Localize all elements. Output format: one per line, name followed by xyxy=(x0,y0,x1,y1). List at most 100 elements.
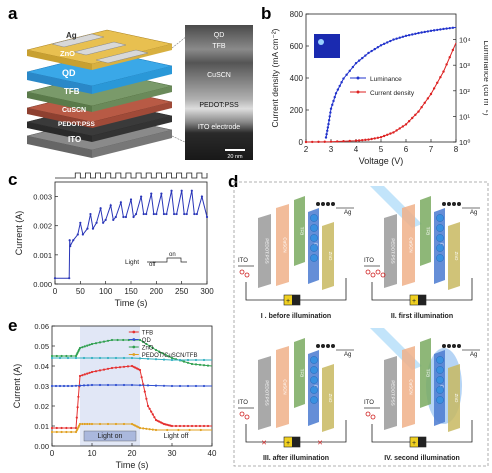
data-point xyxy=(348,69,351,73)
device-stack-diagram: Ag ZnO QD TFB CuSCN PEDOT:PSS ITO xyxy=(26,29,187,158)
data-point xyxy=(177,428,180,432)
ag-label: Ag xyxy=(470,352,477,358)
data-point xyxy=(154,358,158,361)
data-point xyxy=(142,212,145,216)
qd-dot xyxy=(310,386,318,394)
band-layer-label: TFB xyxy=(300,369,305,378)
data-point xyxy=(65,426,68,430)
data-point xyxy=(76,406,79,409)
data-point xyxy=(81,346,84,349)
data-point xyxy=(432,87,436,90)
data-point xyxy=(395,129,398,132)
data-point xyxy=(98,422,102,426)
layer-label-qd: QD xyxy=(62,68,76,78)
tem-label-qd: QD xyxy=(214,32,225,39)
data-point xyxy=(122,338,125,342)
light-on-region xyxy=(80,326,140,446)
legend-label: ZnO xyxy=(142,346,154,352)
data-point xyxy=(451,26,455,29)
data-point xyxy=(376,46,380,49)
break-mark-right: ✕ xyxy=(317,440,323,447)
chart-b: 2 3 4 5 6 7 8 0 200 400 600 800 10⁰ 10¹ 10² 10³ 10⁴ Volta… xyxy=(270,10,488,166)
data-point xyxy=(398,127,401,130)
qd-dot xyxy=(310,234,318,242)
data-point xyxy=(178,384,182,388)
data-point xyxy=(53,277,57,280)
data-point xyxy=(146,384,150,387)
data-point xyxy=(200,195,204,198)
x-tick-label: 10 xyxy=(88,449,97,458)
break-mark-left: ✕ xyxy=(261,440,267,447)
hole-icon xyxy=(239,269,245,275)
band-layer-label: TFB xyxy=(426,369,431,378)
data-point xyxy=(376,136,380,139)
data-point xyxy=(194,384,198,388)
data-point xyxy=(332,99,335,103)
data-point xyxy=(114,356,118,360)
data-point xyxy=(439,76,442,79)
data-point xyxy=(364,54,367,57)
y-tick-label: 0.03 xyxy=(34,382,49,391)
hole-icon xyxy=(239,411,245,417)
y-tick-label: 0.00 xyxy=(34,442,49,451)
data-point xyxy=(324,136,328,139)
data-point xyxy=(75,416,78,419)
band-layer-label: PEDOT:PSS xyxy=(265,238,270,263)
data-point xyxy=(60,430,63,434)
data-point xyxy=(55,430,58,434)
hole-icon xyxy=(375,269,381,275)
y-tick-label: 0.04 xyxy=(34,362,49,371)
data-point xyxy=(323,140,326,143)
data-point xyxy=(83,345,86,348)
data-point xyxy=(122,356,126,360)
data-point xyxy=(389,39,392,43)
data-point xyxy=(83,422,86,426)
qd-dot xyxy=(436,214,444,222)
data-point xyxy=(436,28,439,32)
data-point xyxy=(328,115,331,118)
data-point xyxy=(102,340,106,343)
data-point xyxy=(183,212,186,216)
data-point xyxy=(389,132,392,135)
data-point xyxy=(88,422,91,426)
data-point xyxy=(325,132,328,136)
circuit-wire xyxy=(245,420,347,443)
data-point xyxy=(50,384,54,388)
band-layer-0 xyxy=(258,356,271,430)
data-point xyxy=(68,277,71,280)
qd-dot xyxy=(436,376,444,384)
data-point xyxy=(404,123,408,126)
x-tick-label: 0 xyxy=(53,287,58,296)
band-layer-4 xyxy=(448,222,460,290)
layer-label-zno: ZnO xyxy=(60,49,75,58)
data-point xyxy=(122,383,126,387)
data-point xyxy=(74,356,78,360)
data-point xyxy=(77,395,80,398)
band-layer-label: CuSCN xyxy=(283,237,288,252)
y2-axis-label: Luminance (cd m⁻²) xyxy=(482,40,488,116)
data-point xyxy=(82,356,86,360)
y2-tick-label: 10¹ xyxy=(459,112,470,121)
x-tick-label: 2 xyxy=(304,145,309,154)
y-tick-label: 0.06 xyxy=(34,322,49,331)
caption-1: I . before illumination xyxy=(261,313,331,320)
data-point xyxy=(379,44,383,47)
data-point xyxy=(81,422,84,426)
data-point xyxy=(146,404,150,408)
data-point xyxy=(198,424,202,428)
data-point xyxy=(361,138,364,142)
data-point xyxy=(90,370,94,374)
legend-marker xyxy=(132,330,136,334)
ito-label: ITO xyxy=(364,400,374,406)
hole-icon xyxy=(244,272,250,278)
data-point xyxy=(70,384,74,388)
data-point xyxy=(165,212,168,216)
data-point xyxy=(175,212,178,216)
battery-negative xyxy=(418,295,426,305)
band-layer-2 xyxy=(294,196,305,266)
circuit-wire xyxy=(245,278,347,301)
data-point xyxy=(151,413,154,416)
data-point xyxy=(114,422,118,426)
data-point xyxy=(66,384,70,388)
data-point xyxy=(202,424,206,428)
